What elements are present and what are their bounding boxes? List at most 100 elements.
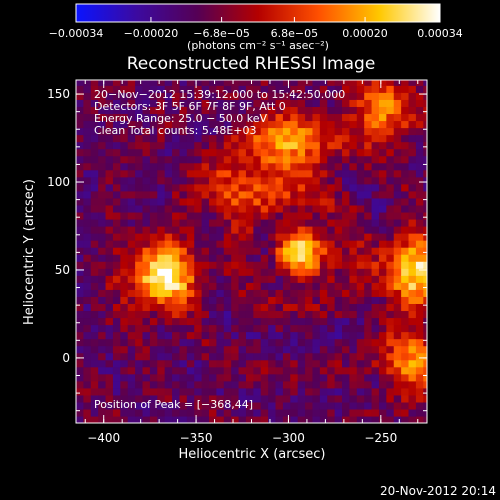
heatmap-cell [172,387,181,396]
heatmap-cell [120,80,129,86]
heatmap-cell [401,303,410,312]
colorbar-tick-label: 6.8e−05 [271,27,318,40]
heatmap-cell [408,155,417,164]
heatmap-cell [356,345,365,354]
heatmap-cell [238,366,247,375]
heatmap-cell [282,240,291,248]
heatmap-cell [194,275,203,283]
heatmap-cell [90,275,99,283]
heatmap-cell [172,106,181,115]
heatmap-cell [245,338,254,347]
heatmap-cell [201,366,210,375]
heatmap-cell [371,247,380,255]
heatmap-cell [364,176,373,185]
heatmap-cell [378,240,387,248]
heatmap-cell [164,296,173,304]
heatmap-cell [135,345,144,354]
heatmap-cell [172,289,181,297]
heatmap-cell [423,85,427,93]
heatmap-cell [142,261,151,269]
heatmap-cell [282,80,291,86]
heatmap-cell [186,261,195,269]
colorbar-strip [75,3,441,23]
heatmap-cell [105,169,114,178]
heatmap-cell [98,282,107,290]
heatmap-cell [98,373,107,382]
heatmap-cell [127,359,136,368]
heatmap-cell [135,317,144,326]
heatmap-cell [179,352,188,361]
heatmap-cell [349,183,358,192]
heatmap-cell [275,345,284,354]
heatmap-cell [423,162,427,171]
heatmap-cell [297,92,306,100]
heatmap-cell [135,303,144,312]
heatmap-cell [378,387,387,396]
heatmap-cell [349,303,358,312]
heatmap-cell [164,127,173,136]
heatmap-cell [231,92,240,100]
heatmap-cell [260,408,269,417]
heatmap-cell [98,387,107,396]
heatmap-cell [297,296,306,304]
heatmap-cell [105,225,114,234]
heatmap-cell [275,240,284,248]
heatmap-cell [386,345,395,354]
heatmap-cell [142,183,151,192]
heatmap-cell [349,289,358,297]
heatmap-cell [408,190,417,199]
heatmap-cell [260,190,269,199]
heatmap-cell [112,268,121,276]
heatmap-cell [290,176,299,185]
heatmap-cell [297,401,306,410]
heatmap-cell [386,289,395,297]
heatmap-cell [334,275,343,283]
heatmap-cell [275,183,284,192]
heatmap-cell [186,183,195,192]
heatmap-cell [305,148,314,157]
heatmap-cell [327,233,336,241]
heatmap-cell [172,303,181,312]
heatmap-cell [275,113,284,122]
heatmap-cell [164,261,173,269]
heatmap-cell [378,303,387,312]
heatmap-cell [120,233,129,241]
heatmap-cell [334,85,343,93]
heatmap-cell [378,197,387,206]
heatmap-cell [423,99,427,107]
heatmap-cell [415,415,424,423]
heatmap-cell [275,148,284,157]
heatmap-cell [186,366,195,375]
heatmap-cell [349,359,358,368]
heatmap-cell [194,113,203,122]
heatmap-cell [297,204,306,213]
heatmap-cell [98,380,107,389]
heatmap-cell [90,197,99,206]
heatmap-cell [76,401,84,410]
heatmap-cell [76,408,84,417]
heatmap-cell [105,99,114,107]
heatmap-cell [164,240,173,248]
heatmap-cell [76,387,84,396]
heatmap-cell [90,211,99,220]
heatmap-cell [179,141,188,150]
heatmap-cell [179,120,188,129]
heatmap-cell [98,401,107,410]
heatmap-cell [194,303,203,312]
heatmap-cell [268,296,277,304]
heatmap-cell [282,85,291,93]
heatmap-cell [98,415,107,423]
heatmap-cell [327,359,336,368]
heatmap-cell [342,282,351,290]
heatmap-cell [386,80,395,86]
heatmap-cell [238,415,247,423]
heatmap-cell [297,218,306,227]
heatmap-cell [149,254,158,262]
heatmap-cell [334,380,343,389]
heatmap-cell [319,289,328,297]
heatmap-cell [76,204,84,213]
heatmap-cell [201,387,210,396]
heatmap-cell [282,99,291,107]
heatmap-cell [209,401,217,410]
heatmap-cell [186,211,195,220]
